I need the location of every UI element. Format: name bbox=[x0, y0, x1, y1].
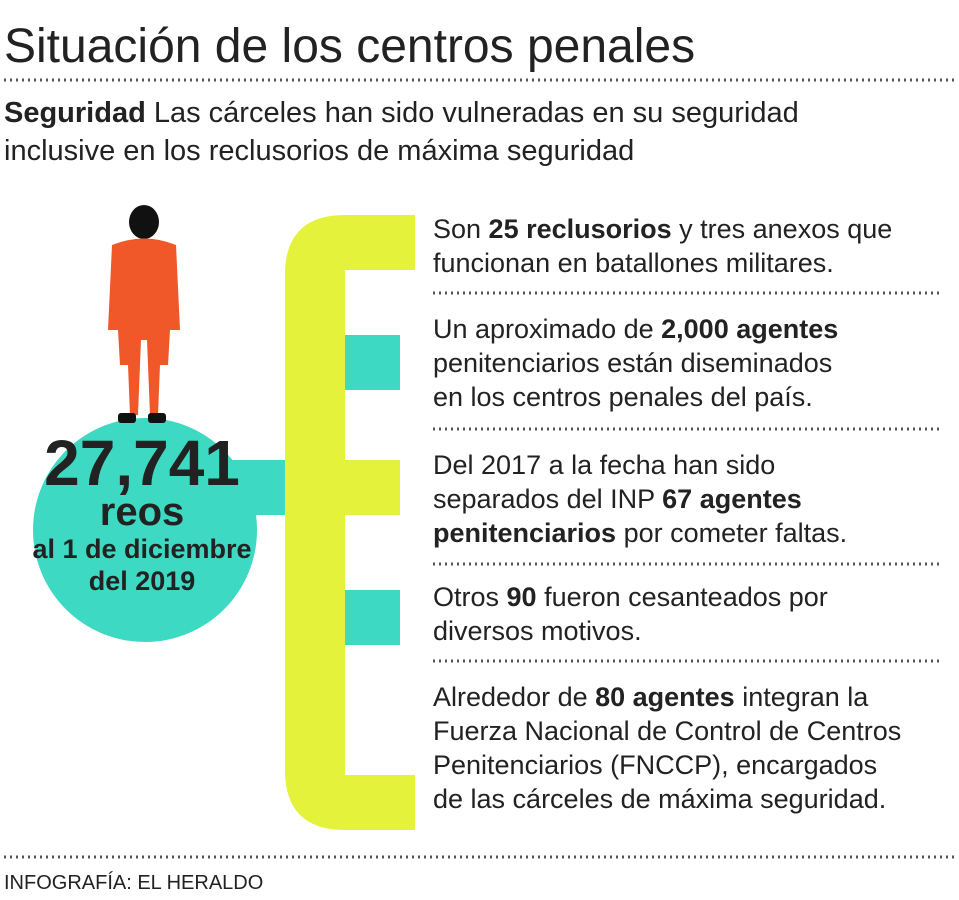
text-line: Un aproximado de 2,000 agentes bbox=[433, 314, 838, 344]
bold-text: 25 reclusorios bbox=[489, 214, 672, 244]
text-run: Un aproximado de bbox=[433, 314, 661, 344]
text-run: Otros bbox=[433, 582, 507, 612]
text-line: de las cárceles de máxima seguridad. bbox=[433, 784, 886, 814]
bold-text: 2,000 agentes bbox=[661, 314, 838, 344]
text-line: Fuerza Nacional de Control de Centros bbox=[433, 716, 901, 746]
total-unit: reos bbox=[100, 490, 185, 534]
total-number: 27,741 bbox=[44, 427, 240, 499]
text-line: Penitenciarios (FNCCP), encargados bbox=[433, 750, 877, 780]
bold-text: 80 agentes bbox=[595, 682, 735, 712]
text-run: en los centros penales del país. bbox=[433, 382, 813, 412]
text-line: Alrededor de 80 agentes integran la bbox=[433, 682, 869, 712]
text-run: integran la bbox=[735, 682, 870, 712]
text-run: fueron cesanteados por bbox=[537, 582, 828, 612]
text-run: Del 2017 a la fecha han sido bbox=[433, 450, 775, 480]
text-run: Las cárceles han sido vulneradas en su s… bbox=[146, 97, 799, 129]
text-line: funcionan en batallones militares. bbox=[433, 248, 834, 278]
subtitle: Seguridad Las cárceles han sido vulnerad… bbox=[4, 97, 799, 167]
text-run: Penitenciarios (FNCCP), encargados bbox=[433, 750, 877, 780]
text-line: Son 25 reclusorios y tres anexos que bbox=[433, 214, 892, 244]
bold-text: Seguridad bbox=[4, 97, 146, 129]
circle-text: 27,741 reos al 1 de diciembre del 2019 bbox=[32, 427, 251, 596]
text-run: penitenciarios están diseminados bbox=[433, 348, 832, 378]
date-line: del 2019 bbox=[89, 566, 196, 596]
text-run: y tres anexos que bbox=[672, 214, 893, 244]
text-line: en los centros penales del país. bbox=[433, 382, 813, 412]
text-run: separados del INP bbox=[433, 484, 662, 514]
text-line: Seguridad Las cárceles han sido vulnerad… bbox=[4, 97, 799, 129]
bold-text: 90 bbox=[507, 582, 537, 612]
text-line: separados del INP 67 agentes bbox=[433, 484, 802, 514]
text-line: diversos motivos. bbox=[433, 616, 642, 646]
text-line: inclusive en los reclusorios de máxima s… bbox=[4, 135, 634, 167]
text-line: penitenciarios están diseminados bbox=[433, 348, 832, 378]
text-run: inclusive en los reclusorios de máxima s… bbox=[4, 135, 634, 167]
title: Situación de los centros penales bbox=[4, 20, 695, 73]
bold-text: 67 agentes bbox=[662, 484, 802, 514]
text-line: Del 2017 a la fecha han sido bbox=[433, 450, 775, 480]
bold-text: penitenciarios bbox=[433, 518, 616, 548]
text-run: Fuerza Nacional de Control de Centros bbox=[433, 716, 901, 746]
text-run: de las cárceles de máxima seguridad. bbox=[433, 784, 886, 814]
credit: INFOGRAFÍA: EL HERALDO bbox=[4, 871, 263, 894]
person-icon bbox=[108, 205, 180, 423]
teal-bars bbox=[33, 335, 400, 645]
text-line: Otros 90 fueron cesanteados por bbox=[433, 582, 828, 612]
text-run: funcionan en batallones militares. bbox=[433, 248, 834, 278]
text-run: Alrededor de bbox=[433, 682, 595, 712]
items: Son 25 reclusorios y tres anexos que func… bbox=[433, 214, 940, 814]
text-line: penitenciarios por cometer faltas. bbox=[433, 518, 847, 548]
date-line: al 1 de diciembre bbox=[32, 534, 251, 564]
text-run: diversos motivos. bbox=[433, 616, 642, 646]
text-run: Son bbox=[433, 214, 489, 244]
text-run: por cometer faltas. bbox=[616, 518, 847, 548]
bracket bbox=[285, 215, 415, 830]
